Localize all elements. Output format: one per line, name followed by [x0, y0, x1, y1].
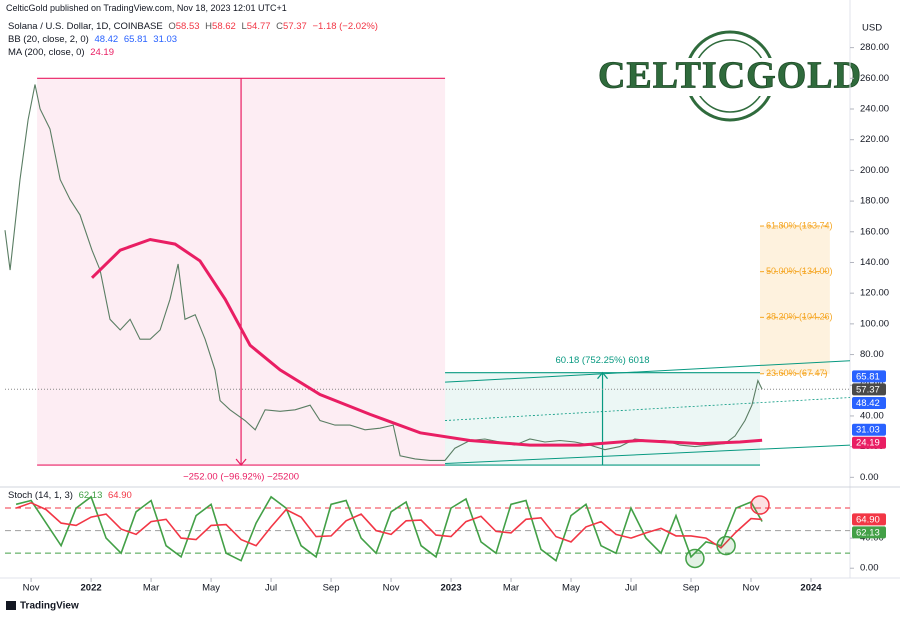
logo-text: CELTICGOLD	[598, 55, 862, 97]
x-tick-label: Mar	[503, 583, 519, 594]
y-tick-label: 100.00	[860, 318, 889, 329]
legend-row: Solana / U.S. Dollar, 1D, COINBASE O58.5…	[8, 20, 381, 33]
x-tick-label: Sep	[683, 583, 700, 594]
measure-arrowhead	[235, 458, 247, 466]
price-tag-label: 65.81	[856, 371, 880, 382]
logo-band	[617, 58, 843, 96]
y-tick-label: 0.00	[860, 472, 879, 483]
x-tick-label: Jul	[625, 583, 637, 594]
marker-circle	[750, 495, 770, 515]
price-tag	[852, 423, 886, 436]
y-tick-label: 120.00	[860, 288, 889, 299]
y-tick-label: 200.00	[860, 165, 889, 176]
x-tick-label: 2024	[800, 583, 822, 594]
y-tick-label: 280.00	[860, 42, 889, 53]
y-tick-label: 220.00	[860, 134, 889, 145]
price-tag	[852, 526, 886, 539]
x-tick-label: Nov	[23, 583, 40, 594]
bb-value: 31.03	[153, 34, 178, 45]
ohlc-label: C	[276, 21, 284, 32]
fib-label: 50.00% (134.00)	[766, 266, 833, 276]
ohlc-label: O	[168, 21, 176, 32]
y-tick-label: 160.00	[860, 226, 889, 237]
footer-logo: TradingView	[6, 601, 79, 612]
stoch-value: 64.90	[108, 490, 132, 501]
ma-line	[90, 237, 763, 447]
x-tick-label: Nov	[743, 583, 760, 594]
currency-label: USD	[862, 23, 882, 34]
y-tick-label: 240.00	[860, 104, 889, 115]
y-tick-label: 260.00	[860, 73, 889, 84]
price-tag-label: 62.13	[856, 527, 880, 538]
symbol-title: Solana / U.S. Dollar, 1D, COINBASE	[8, 21, 163, 32]
ohlc-label: L	[241, 21, 247, 32]
x-tick-label: May	[562, 583, 580, 594]
price-tag	[852, 436, 886, 449]
ohlc-value: 58.62	[212, 21, 236, 32]
y-tick-label: 0.00	[860, 563, 879, 574]
y-tick-label: 80.00	[860, 349, 884, 360]
x-tick-label: 2022	[81, 583, 102, 594]
price-tag-label: 64.90	[856, 514, 880, 525]
price-tag	[852, 513, 886, 526]
x-tick-label: 2023	[440, 583, 461, 594]
change: −1.18 (−2.02%)	[312, 21, 378, 32]
ohlc-label: H	[205, 21, 213, 32]
legend-row: MA (200, close, 0) 24.19	[8, 46, 381, 59]
fib-label: 61.80% (163.74)	[766, 220, 833, 230]
bb-name: BB (20, close, 2, 0)	[8, 34, 89, 45]
ohlc-value: 57.37	[283, 21, 307, 32]
measure-label: 60.18 (752.25%) 6018	[556, 355, 650, 366]
y-tick-label: 40.00	[860, 410, 884, 421]
x-tick-label: Jul	[265, 583, 277, 594]
bb-value: 48.42	[94, 34, 119, 45]
bb-value: 65.81	[123, 34, 148, 45]
stoch-legend: Stoch (14, 1, 3) 62.13 64.90	[8, 489, 135, 502]
ohlc-value: 54.77	[246, 21, 271, 32]
fib-area	[760, 226, 830, 374]
measure-arrowhead	[597, 371, 608, 380]
price-tag-label: 48.42	[856, 398, 880, 409]
x-tick-label: May	[202, 583, 220, 594]
ma-value: 24.19	[90, 47, 114, 58]
price-tag	[852, 397, 886, 410]
price-tag-label: 31.03	[856, 425, 880, 436]
ma-name: MA (200, close, 0)	[8, 47, 85, 58]
marker-circle	[685, 548, 705, 569]
y-tick-label: 140.00	[860, 257, 889, 268]
stoch-line	[15, 495, 763, 563]
fib-label: 38.20% (104.26)	[766, 312, 833, 322]
stoch-name: Stoch (14, 1, 3)	[8, 490, 73, 501]
x-tick-label: Sep	[323, 583, 340, 594]
footer-text: TradingView	[20, 601, 79, 612]
footer-icon	[6, 601, 16, 610]
price-tag-label: 57.37	[856, 384, 880, 395]
stoch-value: 62.13	[78, 490, 103, 501]
stoch-line	[15, 501, 763, 549]
price-tag	[852, 383, 886, 396]
publisher: CelticGold published on TradingView.com,…	[6, 3, 287, 13]
price-legend: Solana / U.S. Dollar, 1D, COINBASE O58.5…	[8, 20, 381, 59]
price-tag	[852, 370, 886, 383]
channel-line	[445, 444, 851, 465]
legend-row: BB (20, close, 2, 0) 48.42 65.81 31.03	[8, 33, 381, 46]
measure-label: −252.00 (−96.92%) −25200	[183, 472, 299, 483]
logo: CELTICGOLD	[598, 30, 862, 122]
marker-circle	[716, 535, 736, 556]
fib-label: 23.60% (67.47)	[766, 368, 828, 378]
price-tag-label: 24.19	[856, 438, 880, 449]
x-tick-label: Mar	[143, 583, 159, 594]
channel-line	[445, 360, 851, 383]
ohlc-value: 58.53	[175, 21, 200, 32]
y-tick-label: 180.00	[860, 196, 889, 207]
x-tick-label: Nov	[383, 583, 400, 594]
